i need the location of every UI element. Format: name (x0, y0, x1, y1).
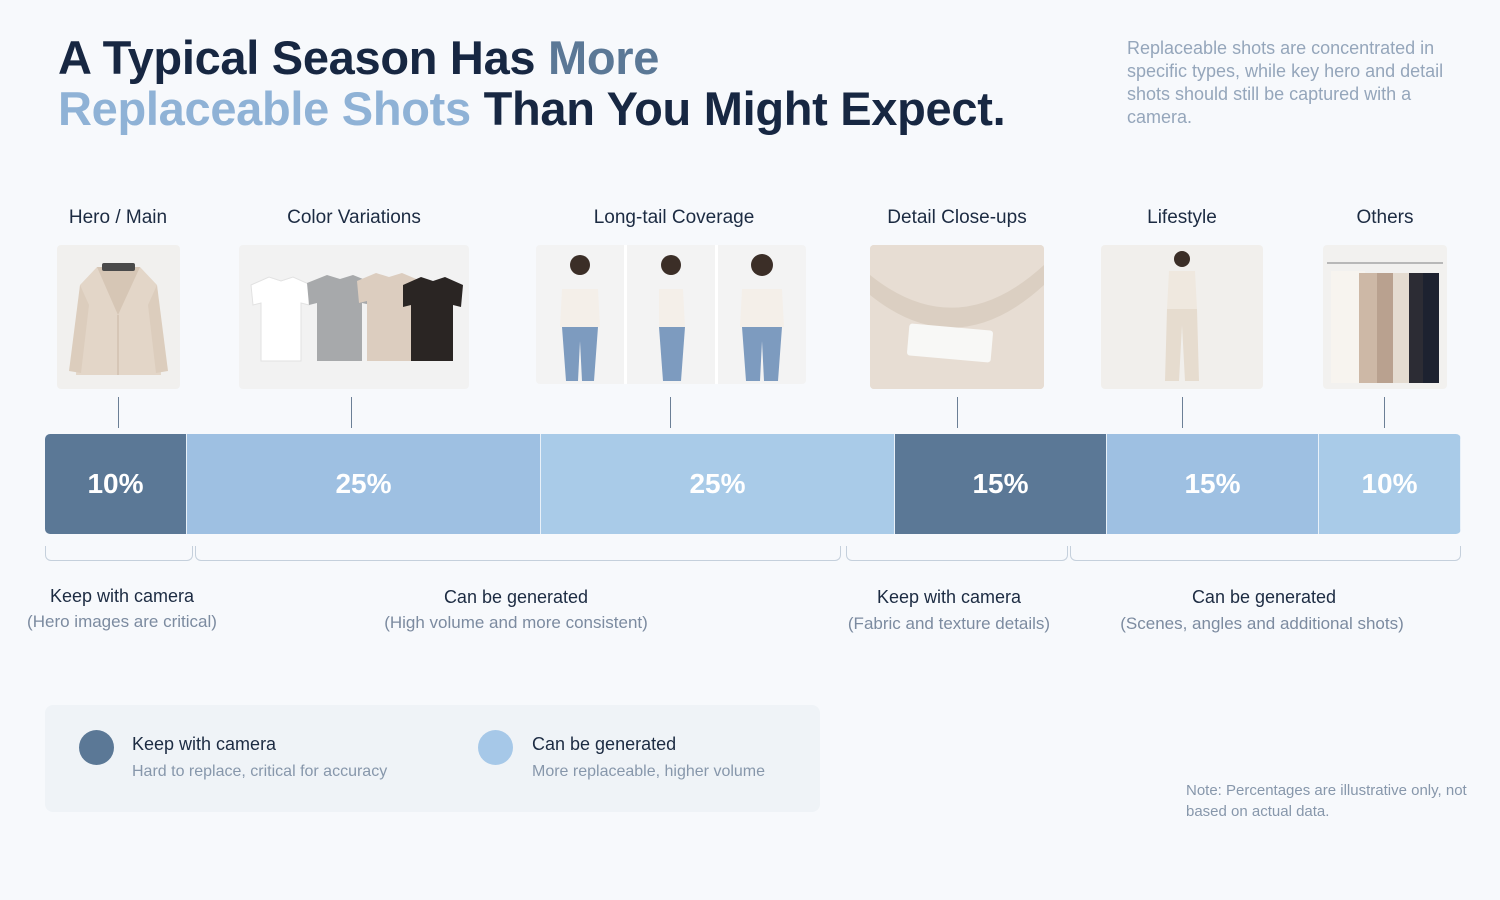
legend-keep-title: Keep with camera (132, 734, 277, 754)
bar-value-label: 10% (1361, 468, 1418, 499)
connector-hero (118, 397, 119, 428)
category-label-hero: Hero / Main (68, 207, 168, 228)
bar-segment-long-tail-coverage: 25% (541, 434, 895, 534)
group-subtitle-keep-hero: (Hero images are critical) (27, 612, 217, 631)
bar-value-label: 25% (689, 468, 746, 499)
bar-segment-lifestyle: 15% (1107, 434, 1319, 534)
group-subtitle-generate-variations: (High volume and more consistent) (384, 613, 648, 632)
lifestyle-model-photo (1101, 245, 1263, 389)
bracket-generate-lifestyle (1070, 546, 1461, 561)
bar-segment-color-variations: 25% (187, 434, 541, 534)
category-label-color-variations: Color Variations (287, 207, 421, 228)
stacked-share-bar: 10% 25% 25% 15% 15% 10% (45, 434, 1461, 534)
bracket-keep-detail (846, 546, 1068, 561)
legend-keep-swatch (79, 730, 114, 765)
bar-value-label: 15% (972, 468, 1029, 499)
page-title: A Typical Season Has More Replaceable Sh… (58, 31, 1006, 135)
fabric-closeup-photo (870, 245, 1044, 389)
group-title-generate-variations: Can be generated (443, 587, 589, 607)
category-label-lifestyle: Lifestyle (1147, 207, 1217, 228)
legend-generate-subtitle: More replaceable, higher volume (532, 763, 766, 780)
page-subtitle: Replaceable shots are concentrated in sp… (1127, 38, 1444, 127)
category-label-others: Others (1356, 207, 1414, 228)
connector-long-tail (670, 397, 671, 428)
group-subtitle-generate-lifestyle: (Scenes, angles and additional shots) (1120, 614, 1404, 633)
model-three-angles-photo (536, 245, 806, 384)
legend-generate-swatch (478, 730, 513, 765)
group-title-generate-lifestyle: Can be generated (1191, 587, 1337, 607)
bar-segment-hero-main: 10% (45, 434, 187, 534)
bar-value-label: 25% (335, 468, 392, 499)
bracket-keep-hero (45, 546, 193, 561)
bar-segment-others: 10% (1319, 434, 1461, 534)
bar-segment-detail-close-ups: 15% (895, 434, 1107, 534)
group-subtitle-keep-detail: (Fabric and texture details) (847, 614, 1051, 633)
category-label-detail: Detail Close-ups (887, 207, 1027, 228)
tshirt-colors-photo (239, 245, 469, 389)
legend: Keep with camera Hard to replace, critic… (45, 705, 820, 812)
bracket-generate-variations (195, 546, 841, 561)
bar-value-label: 15% (1184, 468, 1241, 499)
footnote: Note: Percentages are illustrative only,… (1186, 782, 1467, 820)
bar-value-label: 10% (87, 468, 144, 499)
legend-keep-subtitle: Hard to replace, critical for accuracy (132, 763, 388, 780)
connector-detail (957, 397, 958, 428)
title-highlight-more: More (548, 31, 660, 84)
group-title-keep-hero: Keep with camera (49, 586, 195, 606)
group-title-keep-detail: Keep with camera (876, 587, 1022, 607)
category-label-long-tail: Long-tail Coverage (593, 207, 755, 228)
blazer-photo (57, 245, 180, 389)
legend-generate-title: Can be generated (532, 734, 677, 754)
connector-others (1384, 397, 1385, 428)
clothing-rack-photo (1323, 245, 1447, 389)
title-part1: A Typical Season Has (58, 31, 549, 84)
title-highlight-replaceable: Replaceable Shots (58, 82, 471, 135)
connector-lifestyle (1182, 397, 1183, 428)
connector-color-variations (351, 397, 352, 428)
title-part2: Than You Might Expect. (470, 82, 1006, 135)
